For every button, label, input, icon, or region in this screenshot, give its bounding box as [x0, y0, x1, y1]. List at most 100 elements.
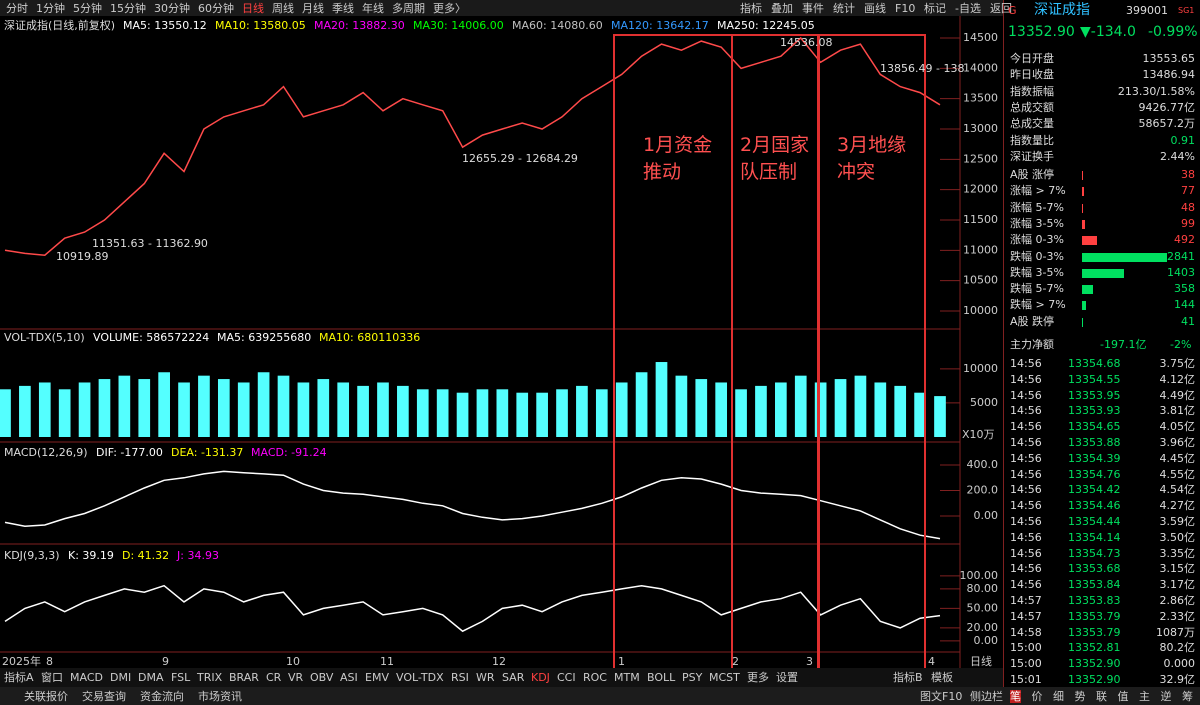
status-link[interactable]: 图文F10 — [920, 690, 963, 703]
tick-price: 13354.14 — [1068, 530, 1121, 544]
indicator-tab[interactable]: FSL — [171, 671, 191, 684]
tool-button[interactable]: 势 — [1074, 690, 1086, 703]
status-link[interactable]: 侧边栏 — [970, 690, 1003, 703]
indicator-title: MACD(12,26,9) — [4, 446, 88, 459]
tool-button[interactable]: 笔 — [1010, 690, 1021, 704]
tool-button[interactable]: 值 — [1117, 690, 1129, 703]
indicator-tab[interactable]: 更多 — [747, 671, 769, 684]
indicator-tab[interactable]: BOLL — [647, 671, 676, 684]
period-tab[interactable]: 年线 — [362, 2, 384, 15]
indicator-value: MACD: -91.24 — [251, 446, 327, 459]
tool-button[interactable]: 主 — [1139, 690, 1150, 703]
indicator-tab[interactable]: CCI — [557, 671, 576, 684]
y-tick-label: 5000 — [970, 396, 998, 409]
tool-button[interactable]: 联 — [1096, 690, 1107, 703]
indicator-tab[interactable]: MTM — [614, 671, 640, 684]
x-tick-label: 1 — [618, 655, 625, 668]
status-link[interactable]: 关联报价 — [24, 690, 68, 703]
indicator-tab[interactable]: CR — [266, 671, 282, 684]
indicator-tab[interactable]: KDJ — [531, 671, 550, 684]
y-tick-label: 10500 — [963, 274, 998, 287]
indicator-value: MA10: 13580.05 — [215, 19, 306, 32]
indicator-tab[interactable]: MACD — [70, 671, 103, 684]
volume-bar — [0, 389, 11, 437]
period-tab[interactable]: 30分钟 — [154, 2, 190, 15]
status-link[interactable]: 市场资讯 — [198, 690, 242, 703]
tick-price: 13353.79 — [1068, 625, 1121, 639]
flow-pct: -2% — [1170, 338, 1192, 351]
status-link[interactable]: 交易查询 — [82, 690, 126, 703]
indicator-tab[interactable]: WR — [476, 671, 495, 684]
indicator-value: MA5: 639255680 — [217, 331, 312, 344]
indicator-tab[interactable]: 指标A — [4, 671, 34, 684]
tick-volume: 80.2亿 — [1159, 641, 1196, 655]
indicator-title: KDJ(9,3,3) — [4, 549, 60, 562]
indicator-tab[interactable]: PSY — [682, 671, 703, 684]
toolbar-button[interactable]: 叠加 — [771, 2, 793, 15]
indicator-tab[interactable]: 设置 — [776, 671, 798, 684]
volume-bar — [158, 372, 170, 437]
logo: G — [1008, 4, 1017, 17]
unit-label: X10万 — [962, 428, 995, 441]
y-tick-label: 100.00 — [960, 569, 999, 582]
indicator-tab[interactable]: DMA — [138, 671, 164, 684]
tool-button[interactable]: 价 — [1031, 690, 1043, 703]
period-tab[interactable]: 季线 — [332, 2, 354, 15]
tick-volume: 1087万 — [1156, 625, 1195, 639]
indicator-tab[interactable]: OBV — [310, 671, 334, 684]
indicator-tab[interactable]: VR — [288, 671, 304, 684]
indicator-tab[interactable]: DMI — [110, 671, 132, 684]
indicator-tab[interactable]: ROC — [583, 671, 607, 684]
period-tab[interactable]: 周线 — [272, 2, 294, 15]
toolbar-button[interactable]: 画线 — [864, 2, 886, 15]
breadth-label: A股 跌停 — [1010, 314, 1055, 328]
status-link[interactable]: 资金流向 — [140, 690, 184, 703]
tick-volume: 3.59亿 — [1159, 515, 1196, 528]
breadth-bar — [1082, 252, 1167, 262]
tool-button[interactable]: 逆 — [1160, 690, 1172, 703]
toolbar-button[interactable]: 事件 — [802, 2, 824, 15]
breadth-label: 跌幅 3-5% — [1010, 265, 1064, 279]
indicator-tab[interactable]: 指标B — [893, 671, 923, 684]
indicator-tab[interactable]: ASI — [340, 671, 358, 684]
period-tab[interactable]: 5分钟 — [73, 2, 102, 15]
indicator-tab[interactable]: VOL-TDX — [396, 671, 444, 684]
period-tab[interactable]: 分时 — [6, 2, 28, 15]
indicator-value: MA120: 13642.17 — [611, 19, 709, 32]
indicator-tab[interactable]: RSI — [451, 671, 469, 684]
toolbar-button[interactable]: -自选 — [955, 2, 981, 15]
period-tab[interactable]: 60分钟 — [198, 2, 234, 15]
breadth-label: 涨幅 0-3% — [1010, 233, 1064, 247]
indicator-value: D: 41.32 — [122, 549, 170, 562]
indicator-tab[interactable]: MCST — [709, 671, 740, 684]
indicator-tab[interactable]: BRAR — [229, 671, 259, 684]
indicator-tab[interactable]: 模板 — [931, 671, 953, 684]
tick-price: 13354.46 — [1068, 499, 1121, 513]
price-annotation: 14536.08 — [780, 36, 833, 49]
period-tab[interactable]: 多周期 — [392, 2, 425, 15]
indicator-tab[interactable]: TRIX — [197, 671, 223, 684]
period-tab[interactable]: 月线 — [302, 2, 324, 15]
toolbar-button[interactable]: 标记 — [924, 2, 946, 15]
period-tab[interactable]: 更多〉 — [433, 2, 466, 15]
stat-label: 指数量比 — [1010, 133, 1054, 147]
tick-price: 13352.81 — [1068, 641, 1121, 655]
tool-button[interactable]: 细 — [1053, 690, 1064, 703]
indicator-tab[interactable]: SAR — [502, 671, 525, 684]
volume-bar — [476, 389, 489, 437]
indicator-tab[interactable]: 窗口 — [41, 671, 63, 684]
breadth-bar — [1082, 285, 1093, 295]
y-tick-label: 50.00 — [967, 601, 999, 614]
status-bar — [0, 687, 1200, 705]
tool-button[interactable]: 筹 — [1182, 690, 1193, 703]
toolbar-button[interactable]: F10 — [895, 2, 916, 15]
tick-price: 13353.84 — [1068, 578, 1121, 592]
tick-volume: 32.9亿 — [1159, 673, 1196, 686]
period-tab[interactable]: 1分钟 — [36, 2, 65, 15]
period-tab[interactable]: 日线 — [242, 2, 264, 15]
toolbar-button[interactable]: 返回 — [990, 2, 1012, 15]
indicator-tab[interactable]: EMV — [365, 671, 389, 684]
period-tab[interactable]: 15分钟 — [110, 2, 146, 15]
toolbar-button[interactable]: 指标 — [740, 2, 762, 15]
toolbar-button[interactable]: 统计 — [833, 2, 855, 15]
